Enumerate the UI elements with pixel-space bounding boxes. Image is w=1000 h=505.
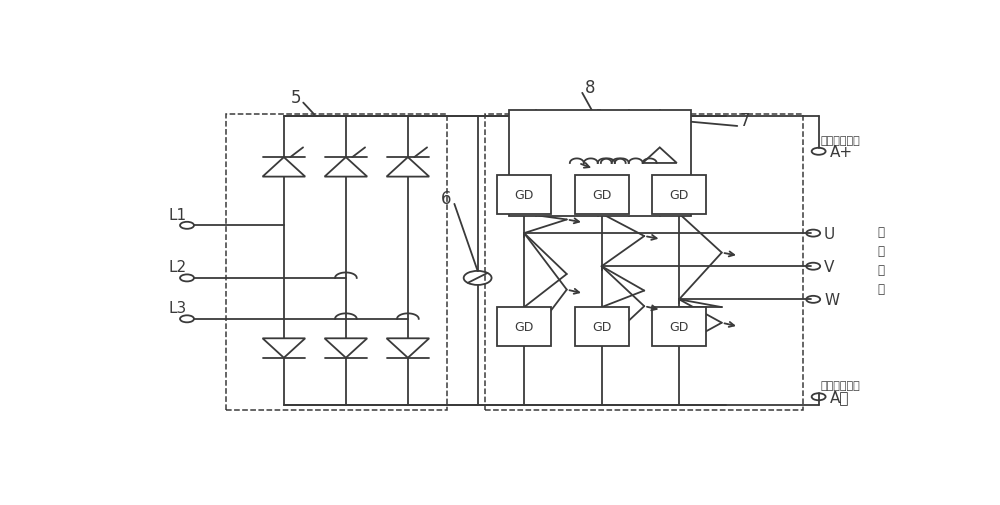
Text: A－: A－ bbox=[830, 389, 850, 405]
Text: 7: 7 bbox=[740, 112, 750, 130]
Polygon shape bbox=[325, 158, 367, 177]
Bar bbox=[652, 175, 706, 214]
Bar bbox=[485, 115, 803, 411]
Polygon shape bbox=[387, 339, 429, 358]
Bar bbox=[574, 308, 629, 346]
Text: GD: GD bbox=[592, 188, 611, 201]
Bar bbox=[652, 308, 706, 346]
Text: 直流输出负极: 直流输出负极 bbox=[821, 380, 861, 390]
Polygon shape bbox=[387, 158, 429, 177]
Bar bbox=[574, 175, 629, 214]
Text: W: W bbox=[824, 292, 839, 307]
Text: 5: 5 bbox=[290, 88, 301, 107]
Text: 直流输出正极: 直流输出正极 bbox=[821, 135, 861, 145]
Bar bbox=[497, 308, 551, 346]
Text: L1: L1 bbox=[168, 208, 187, 223]
Text: L2: L2 bbox=[168, 260, 187, 275]
Text: U: U bbox=[824, 226, 835, 241]
Polygon shape bbox=[643, 148, 677, 164]
Text: GD: GD bbox=[514, 188, 534, 201]
Polygon shape bbox=[263, 339, 305, 358]
Polygon shape bbox=[263, 158, 305, 177]
Text: 交
流
输
出: 交 流 输 出 bbox=[877, 226, 884, 296]
Text: 8: 8 bbox=[585, 79, 595, 97]
Text: A+: A+ bbox=[830, 144, 853, 160]
Text: GD: GD bbox=[514, 321, 534, 333]
Text: V: V bbox=[824, 259, 834, 274]
Bar bbox=[509, 111, 691, 216]
Polygon shape bbox=[325, 339, 367, 358]
Text: GD: GD bbox=[669, 188, 689, 201]
Bar bbox=[226, 115, 447, 411]
Text: GD: GD bbox=[592, 321, 611, 333]
Text: GD: GD bbox=[669, 321, 689, 333]
Text: 6: 6 bbox=[441, 190, 452, 208]
Bar bbox=[497, 175, 551, 214]
Text: L3: L3 bbox=[168, 301, 187, 316]
